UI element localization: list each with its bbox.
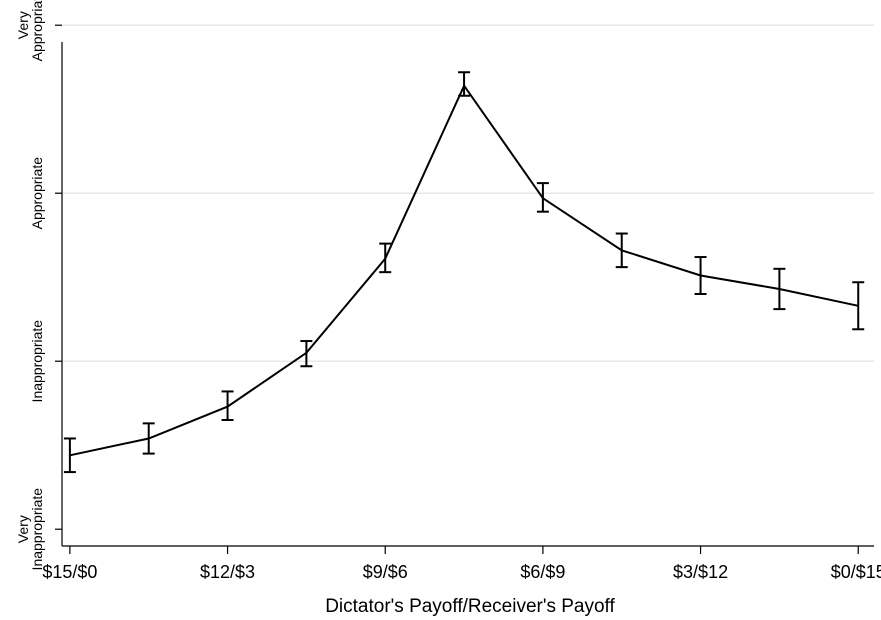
y-tick-label-line: Inappropriate <box>29 488 45 571</box>
x-tick-label: $3/$12 <box>673 562 728 582</box>
error-bar <box>773 267 786 311</box>
x-ticks: $15/$0 $12/$3 $9/$6 $6/$9 $3/$12 $0/$15 <box>42 546 881 582</box>
y-tick-label-line: Very <box>15 515 31 543</box>
x-tick-label: $0/$15 <box>831 562 881 582</box>
series-line <box>69 83 859 457</box>
y-tick-label: VeryAppropriate <box>15 0 45 61</box>
y-tick-label-line: Very <box>15 11 31 39</box>
y-tick-label-line: Appropriate <box>29 0 45 61</box>
error-bar <box>379 242 392 274</box>
y-tick-label: Appropriate <box>29 157 45 230</box>
error-bar <box>458 71 471 97</box>
error-bar <box>221 390 234 421</box>
y-tick-label: VeryInappropriate <box>15 488 45 571</box>
x-tick-label: $15/$0 <box>42 562 97 582</box>
x-axis-title: Dictator's Payoff/Receiver's Payoff <box>325 596 615 617</box>
y-tick-label-line: Inappropriate <box>29 320 45 403</box>
grid-lines <box>62 24 874 362</box>
error-bar <box>615 232 628 269</box>
error-bar <box>694 256 707 295</box>
x-tick-label: $9/$6 <box>363 562 408 582</box>
y-tick-label: Inappropriate <box>29 320 45 403</box>
error-bar <box>536 182 549 213</box>
y-tick-label-line: Appropriate <box>29 157 45 230</box>
error-bar <box>852 281 865 331</box>
error-bar <box>63 437 76 474</box>
x-tick-label: $12/$3 <box>200 562 255 582</box>
error-bar <box>142 422 155 455</box>
series-group <box>63 71 865 474</box>
y-ticks: VeryInappropriateInappropriateAppropriat… <box>15 0 62 570</box>
axes <box>61 42 874 547</box>
error-bar <box>300 340 313 368</box>
x-tick-label: $6/$9 <box>520 562 565 582</box>
